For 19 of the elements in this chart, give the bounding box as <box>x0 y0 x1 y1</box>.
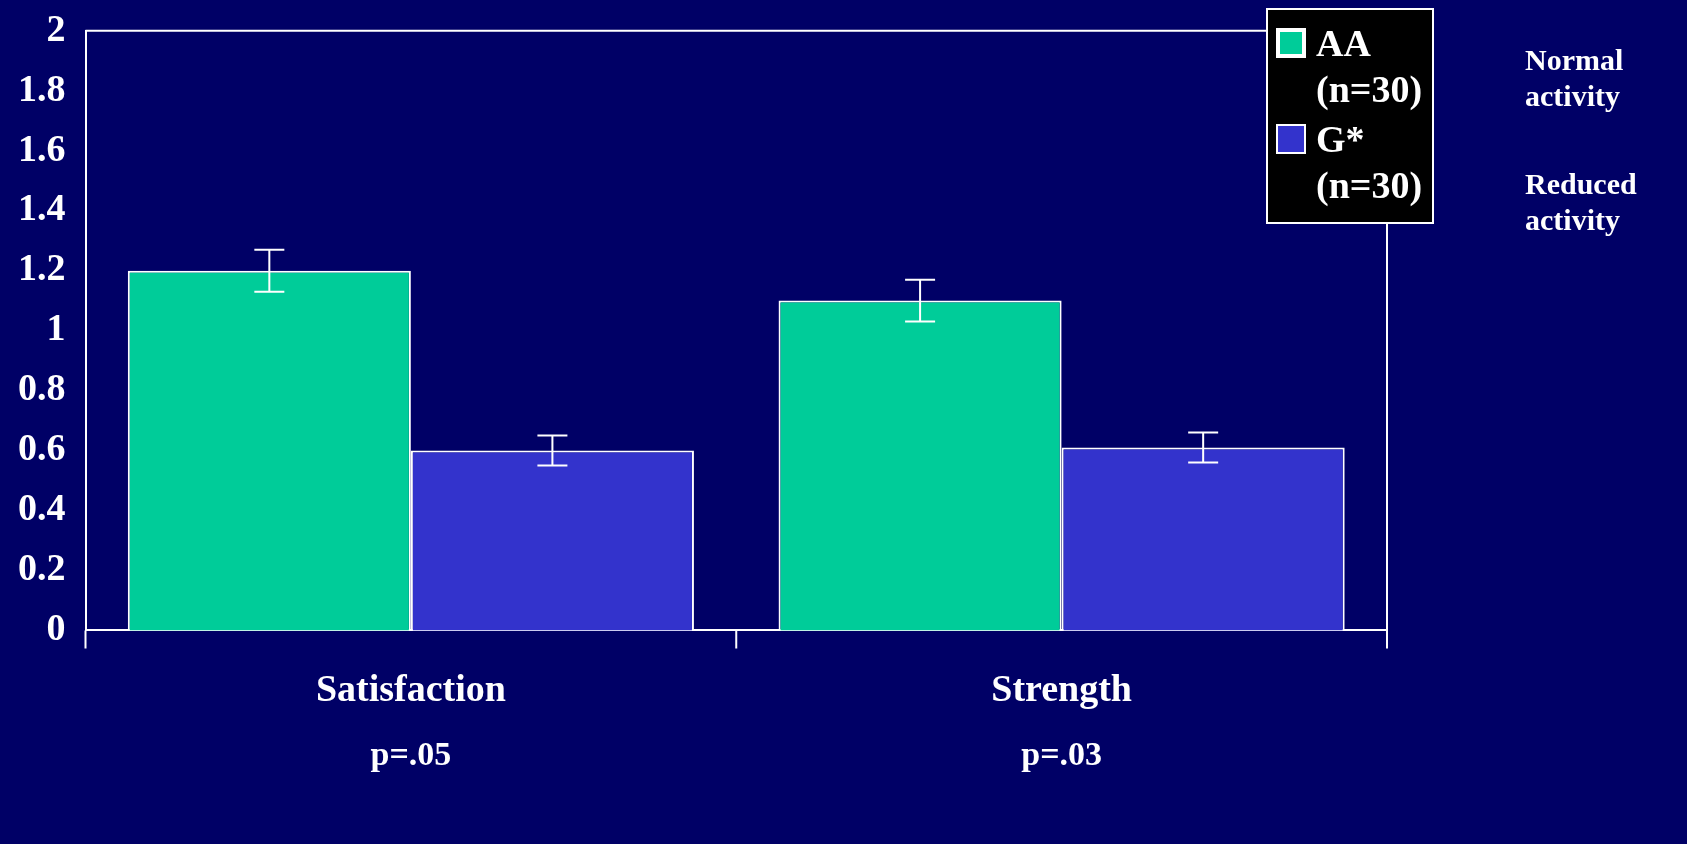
y-tick-label: 1.2 <box>18 246 66 289</box>
y-tick-label: 0.8 <box>18 366 66 409</box>
y-tick-label: 1.4 <box>18 186 66 229</box>
y-tick-label: 2 <box>46 6 66 49</box>
text: p=.03 <box>1021 735 1103 773</box>
y-tick-label: 0.2 <box>18 546 66 589</box>
legend-label: AA (n=30) <box>1316 21 1424 112</box>
y-tick-label: 1 <box>46 306 66 349</box>
text: Normal activity <box>1525 42 1625 114</box>
y-tick-label: 0 <box>46 606 66 649</box>
x-tick-label: Satisfaction <box>315 667 506 710</box>
legend-label: G* (n=30) <box>1316 117 1424 208</box>
text: p=.05 <box>370 735 452 773</box>
y-tick-label: 0.4 <box>18 486 66 529</box>
y-tick-label: 0.6 <box>18 426 66 469</box>
y-tick-label: 1.6 <box>18 126 66 169</box>
y-tick-label: 1.8 <box>18 66 66 109</box>
text: Reduced activity <box>1525 166 1638 238</box>
x-tick-label: Strength <box>991 667 1133 710</box>
